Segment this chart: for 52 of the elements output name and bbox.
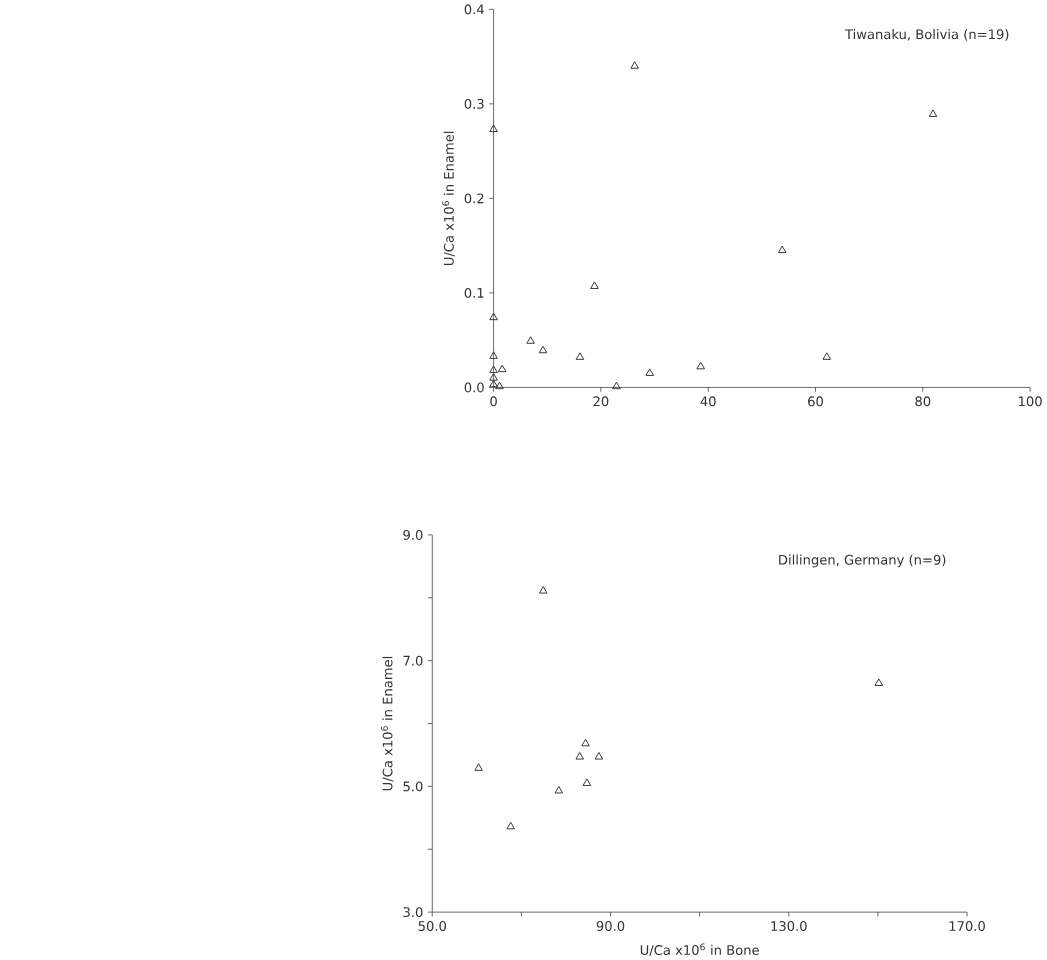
y-tick-label: 7.0 <box>403 655 423 666</box>
annotation: Dillingen, Germany (n=9) <box>779 554 946 568</box>
point <box>506 821 515 830</box>
point <box>575 352 585 360</box>
point <box>645 368 654 376</box>
x-tick-label: 100 <box>1019 396 1042 407</box>
x-tick-label: 130.0 <box>771 920 807 931</box>
x-tick-label: 80 <box>915 396 931 407</box>
y-tick-label: 3.0 <box>403 906 423 917</box>
annotation: Tiwanaku, Bolivia (n=19) <box>844 28 1009 41</box>
point <box>590 281 599 289</box>
x-tick-label: 60 <box>808 396 823 407</box>
y-tick-label: 0.2 <box>464 193 484 204</box>
point <box>474 763 483 771</box>
point <box>526 336 535 344</box>
point <box>538 345 548 354</box>
point <box>874 678 884 686</box>
x-axis-title: U/Ca x10$^{6}$ in Bone <box>640 943 759 956</box>
point <box>777 245 787 253</box>
point <box>489 365 498 373</box>
point <box>582 778 592 786</box>
point <box>489 372 498 381</box>
y-tick-label: 0.1 <box>464 287 484 298</box>
y-tick-label: 9.0 <box>403 529 423 540</box>
y-axis-title: U/Ca x10$^{6}$ in Enamel <box>442 131 455 265</box>
point <box>594 751 604 760</box>
y-tick-label: 0.3 <box>464 98 484 109</box>
point <box>928 109 938 117</box>
point <box>489 312 498 320</box>
point <box>696 361 705 370</box>
x-tick-label: 0 <box>490 396 497 407</box>
y-axis-title: U/Ca x10$^{6}$ in Enamel <box>380 656 394 791</box>
point <box>489 379 498 388</box>
x-tick-label: 170.0 <box>949 920 985 931</box>
y-tick-label: 5.0 <box>403 781 423 792</box>
point <box>497 364 507 372</box>
x-tick-label: 90.0 <box>596 920 625 931</box>
point <box>495 381 504 389</box>
point <box>612 381 621 389</box>
point <box>554 785 564 794</box>
point <box>489 124 498 132</box>
point <box>575 751 585 760</box>
x-tick-label: 20 <box>593 396 609 407</box>
y-tick-label: 0.0 <box>464 382 484 393</box>
point <box>538 585 548 594</box>
x-tick-label: 40 <box>700 396 716 407</box>
point <box>581 738 590 747</box>
x-tick-label: 50.0 <box>418 920 447 931</box>
point <box>630 60 639 69</box>
point <box>822 352 832 360</box>
y-tick-label: 0.4 <box>464 4 484 15</box>
point <box>489 351 498 359</box>
